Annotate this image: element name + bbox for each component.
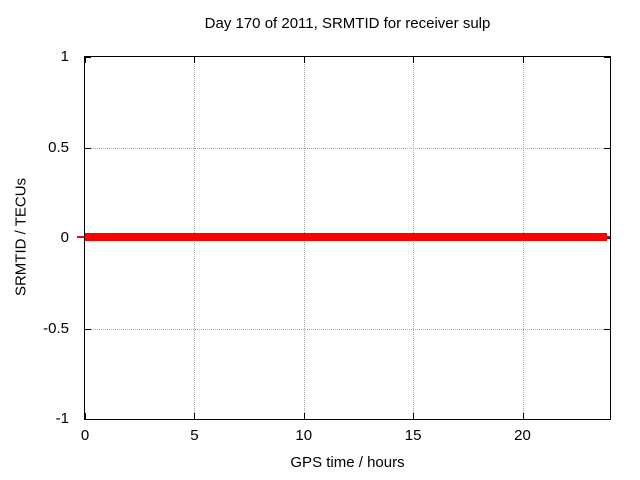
y-tick-mark — [604, 148, 610, 149]
x-tick-mark — [194, 57, 195, 63]
x-tick-label: 5 — [190, 427, 199, 444]
y-tick-mark — [604, 238, 610, 239]
y-tick-label: 0 — [60, 229, 69, 246]
y-tick-mark — [85, 148, 91, 149]
x-tick-label: 10 — [295, 427, 313, 444]
y-tick-mark — [604, 57, 610, 58]
horizontal-gridline — [85, 329, 610, 330]
y-tick-mark — [604, 329, 610, 330]
x-tick-label: 0 — [80, 427, 90, 444]
x-tick-label: 20 — [514, 427, 531, 444]
x-tick-mark — [523, 413, 524, 419]
x-tick-mark — [85, 57, 86, 63]
x-tick-mark — [194, 413, 195, 419]
y-tick-label: -1 — [55, 410, 69, 427]
x-tick-mark — [413, 57, 414, 63]
y-tick-mark — [85, 57, 91, 58]
y-tick-label: 0.5 — [48, 139, 69, 156]
series-line-cap-left — [77, 236, 84, 238]
y-tick-mark — [85, 419, 91, 420]
y-tick-label: -0.5 — [43, 320, 69, 337]
plot-area — [84, 56, 611, 420]
srmtid-series-line — [85, 233, 607, 241]
series-line-cap-right — [605, 236, 610, 238]
x-tick-mark — [304, 413, 305, 419]
x-tick-mark — [304, 57, 305, 63]
x-axis-label: GPS time / hours — [290, 454, 405, 471]
y-tick-mark — [85, 329, 91, 330]
y-tick-label: 1 — [60, 48, 69, 65]
chart-title: Day 170 of 2011, SRMTID for receiver sul… — [204, 15, 491, 32]
x-tick-label: 15 — [404, 427, 422, 444]
horizontal-gridline — [85, 148, 610, 149]
x-tick-mark — [523, 57, 524, 63]
x-tick-mark — [413, 413, 414, 419]
x-tick-mark — [85, 413, 86, 419]
y-tick-mark — [604, 419, 610, 420]
